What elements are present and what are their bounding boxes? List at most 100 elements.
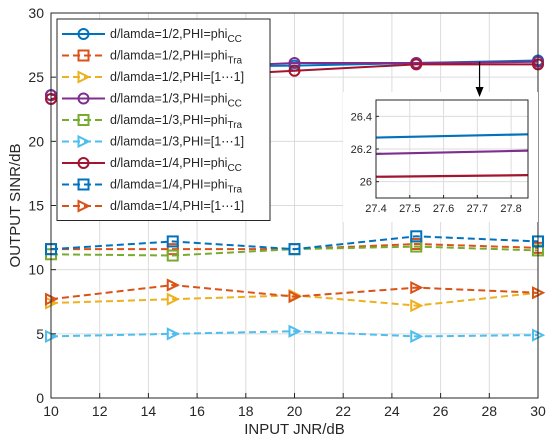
legend-label: d/lamda=1/4,PHI=phiTra <box>110 178 243 196</box>
legend-label: d/lamda=1/2,PHI=phiTra <box>110 49 243 67</box>
inset-frame <box>375 99 529 199</box>
legend-label-text: d/lamda=1/2,PHI=phi <box>110 49 227 63</box>
legend-marker <box>77 49 90 62</box>
x-tick-label: 28 <box>482 403 498 419</box>
legend-marker <box>77 134 91 149</box>
data-point <box>410 58 423 71</box>
inset-y-tick-label: 26.4 <box>351 111 372 123</box>
legend-label: d/lamda=1/3,PHI=[1⋯1] <box>110 135 244 149</box>
data-point <box>410 281 424 295</box>
zoom-arrow <box>475 61 484 97</box>
series-line <box>50 284 539 301</box>
y-axis-label: OUTPUT SINR/dB <box>7 144 24 268</box>
data-point <box>166 235 179 248</box>
legend-marker <box>77 157 90 169</box>
legend-marker <box>77 70 91 84</box>
data-point <box>288 324 302 338</box>
inset-x-tick-label: 27.5 <box>399 203 420 215</box>
legend-label-subscript: CC <box>227 163 241 174</box>
legend-box <box>56 18 271 221</box>
legend-entry: d/lamda=1/3,PHI=[1⋯1] <box>62 135 244 149</box>
data-point <box>288 243 301 256</box>
inset-x-tick-label: 27.4 <box>365 203 386 215</box>
legend-label-text: d/lamda=1/2,PHI=phi <box>110 27 227 41</box>
legend-entry: d/lamda=1/3,PHI=phiCC <box>62 92 242 110</box>
y-tick-label: 20 <box>28 133 44 149</box>
series-6 <box>45 324 546 344</box>
data-point <box>166 243 179 256</box>
x-tick-label: 14 <box>141 403 157 419</box>
legend-label-text: d/lamda=1/4,PHI=[1⋯1] <box>110 199 244 213</box>
x-tick-label: 16 <box>189 403 205 419</box>
x-tick-label: 18 <box>238 403 254 419</box>
legend-marker <box>77 178 90 191</box>
legend-entry: d/lamda=1/4,PHI=phiCC <box>62 156 242 174</box>
legend-label-subscript: Tra <box>227 120 242 131</box>
x-tick-label: 30 <box>530 403 546 419</box>
y-tick-label: 0 <box>36 390 44 406</box>
legend-entry: d/lamda=1/3,PHI=phiTra <box>62 113 243 131</box>
x-tick-label: 24 <box>384 403 400 419</box>
legend-label-subscript: Tra <box>227 185 242 196</box>
legend-label: d/lamda=1/4,PHI=phiCC <box>110 156 242 174</box>
inset-x-tick-label: 27.7 <box>467 203 488 215</box>
data-point <box>166 327 180 341</box>
inset-series-line <box>375 133 529 139</box>
series-line <box>50 291 539 307</box>
legend-label: d/lamda=1/3,PHI=phiCC <box>110 92 242 110</box>
data-point <box>166 278 180 292</box>
legend-label-text: d/lamda=1/4,PHI=phi <box>110 178 227 192</box>
legend-label: d/lamda=1/3,PHI=phiTra <box>110 113 243 131</box>
x-tick-label: 22 <box>335 403 351 419</box>
data-point <box>288 289 302 304</box>
x-tick-label: 10 <box>43 403 59 419</box>
series-line <box>50 330 539 338</box>
inset-y-tick-label: 26 <box>360 177 372 189</box>
zoom-arrow-head <box>475 87 484 97</box>
legend-label: d/lamda=1/2,PHI=[1⋯1] <box>110 70 244 84</box>
legend-entry: d/lamda=1/2,PHI=phiTra <box>62 49 243 67</box>
x-tick-label: 12 <box>92 403 108 419</box>
legend-label-subscript: CC <box>227 99 241 110</box>
main-tick-labels: 10 12 14 16 18 20 22 24 26 28 30 0 5 10 15 20 25 30 <box>28 5 546 419</box>
x-tick-label: 20 <box>287 403 303 419</box>
legend-label-text: d/lamda=1/4,PHI=phi <box>110 156 227 170</box>
legend-entry: d/lamda=1/4,PHI=[1⋯1] <box>62 199 244 213</box>
legend-label-text: d/lamda=1/2,PHI=[1⋯1] <box>110 70 244 84</box>
legend: d/lamda=1/2,PHI=phiCCd/lamda=1/2,PHI=phi… <box>56 18 271 221</box>
legend-marker <box>77 114 90 126</box>
legend-entry: d/lamda=1/2,PHI=[1⋯1] <box>62 70 244 84</box>
data-point <box>166 249 179 262</box>
y-tick-label: 30 <box>28 5 44 21</box>
legend-label: d/lamda=1/4,PHI=[1⋯1] <box>110 199 244 213</box>
legend-label-text: d/lamda=1/3,PHI=[1⋯1] <box>110 135 244 149</box>
data-point <box>410 230 423 243</box>
inset-series-line <box>375 149 529 155</box>
legend-label-subscript: Tra <box>227 56 242 67</box>
legend-entry: d/lamda=1/2,PHI=phiCC <box>62 27 242 45</box>
legend-label-text: d/lamda=1/3,PHI=phi <box>110 113 227 127</box>
legend-marker <box>77 28 90 40</box>
inset-x-tick-label: 27.6 <box>433 203 454 215</box>
inset-y-tick-label: 26.2 <box>351 144 372 156</box>
inset-x-tick-label: 27.8 <box>500 203 521 215</box>
legend-label: d/lamda=1/2,PHI=phiCC <box>110 27 242 45</box>
y-tick-label: 10 <box>28 262 44 278</box>
x-tick-label: 26 <box>433 403 449 419</box>
series-9 <box>45 278 546 306</box>
zoom-inset: 27.4 27.5 27.6 27.7 27.8 26 26.2 26.4 <box>343 92 538 222</box>
legend-label-text: d/lamda=1/3,PHI=phi <box>110 92 227 106</box>
legend-marker <box>77 199 91 213</box>
y-tick-label: 25 <box>28 69 44 85</box>
legend-marker <box>77 92 90 105</box>
series-line <box>50 235 539 251</box>
y-tick-label: 15 <box>28 198 44 214</box>
inset-series-line <box>375 174 529 178</box>
data-point <box>288 64 301 77</box>
y-tick-label: 5 <box>36 326 44 342</box>
x-axis-label: INPUT JNR/dB <box>244 421 345 438</box>
legend-entry: d/lamda=1/4,PHI=phiTra <box>62 178 243 196</box>
data-point <box>410 298 424 313</box>
data-point <box>288 57 301 70</box>
